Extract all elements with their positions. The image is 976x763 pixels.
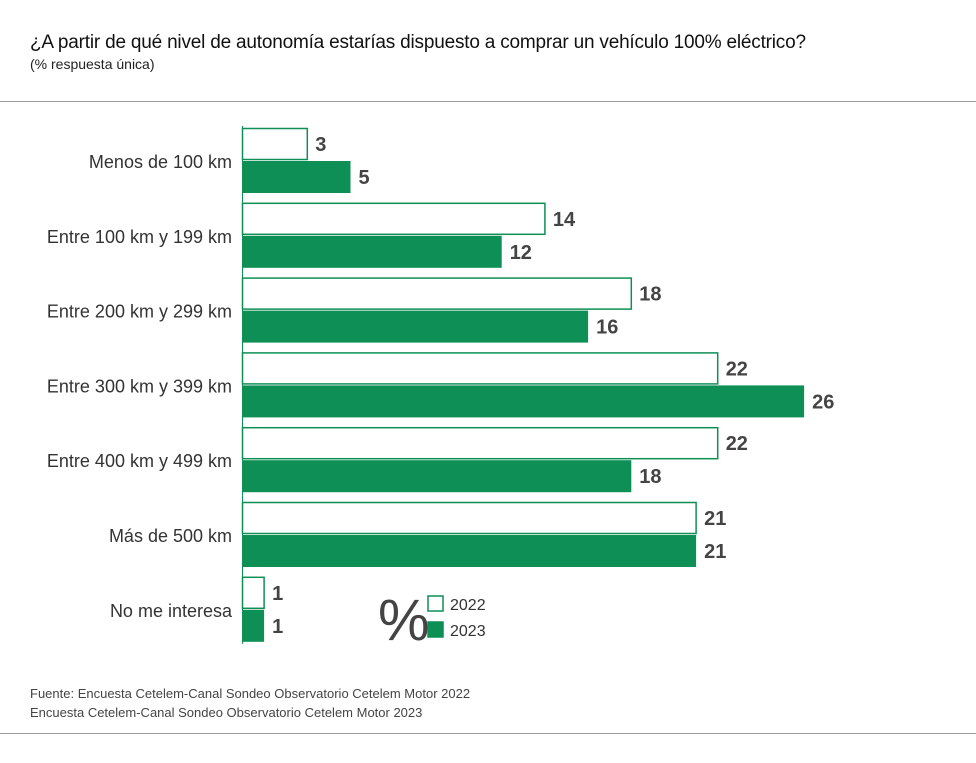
bar-2023: [242, 235, 502, 268]
data-label: 21: [704, 541, 726, 563]
legend-percent-icon: %: [378, 588, 430, 653]
bar-2022: [241, 202, 546, 236]
bar-2022: [241, 127, 309, 161]
chart-subtitle: (% respuesta única): [30, 56, 155, 72]
bar-2023: [242, 609, 265, 642]
data-label: 5: [359, 167, 370, 189]
data-label: 21: [704, 508, 726, 530]
category-label: Entre 300 km y 399 km: [47, 376, 232, 396]
bottom-divider: [0, 733, 976, 734]
legend-label: 2022: [450, 597, 486, 614]
data-label: 3: [315, 134, 326, 156]
bar-2022: [241, 426, 719, 460]
data-label: 12: [510, 242, 532, 264]
category-label: Menos de 100 km: [89, 152, 232, 172]
bar-2022: [241, 501, 697, 535]
category-label: No me interesa: [110, 601, 233, 621]
data-label: 22: [726, 358, 748, 380]
category-label: Más de 500 km: [109, 526, 232, 546]
data-label: 26: [812, 391, 834, 413]
data-label: 22: [726, 433, 748, 455]
source-note-line-2: Encuesta Cetelem-Canal Sondeo Observator…: [30, 705, 423, 720]
bar-2023: [242, 535, 697, 567]
data-label: 18: [639, 284, 661, 306]
data-label: 18: [639, 466, 661, 488]
bar-2023: [242, 310, 589, 343]
category-label: Entre 100 km y 199 km: [47, 227, 232, 247]
legend-swatch-2022: [427, 595, 444, 612]
bar-2023: [242, 161, 351, 193]
category-label: Entre 400 km y 499 km: [47, 451, 232, 471]
bar-2023: [242, 460, 632, 493]
chart-title: ¿A partir de qué nivel de autonomía esta…: [30, 32, 806, 53]
bar-2022: [241, 352, 719, 385]
legend-swatch-2023: [427, 621, 444, 638]
data-label: 14: [553, 209, 576, 231]
source-note-line-1: Fuente: Encuesta Cetelem-Canal Sondeo Ob…: [30, 686, 471, 701]
data-label: 1: [272, 583, 283, 605]
bar-2022: [241, 576, 265, 610]
bar-2022: [241, 277, 633, 310]
top-divider: [0, 101, 976, 102]
legend-label: 2023: [450, 623, 486, 640]
category-label: Entre 200 km y 299 km: [47, 302, 232, 322]
bar-2023: [242, 385, 805, 418]
data-label: 16: [596, 317, 618, 339]
data-label: 1: [272, 616, 283, 638]
